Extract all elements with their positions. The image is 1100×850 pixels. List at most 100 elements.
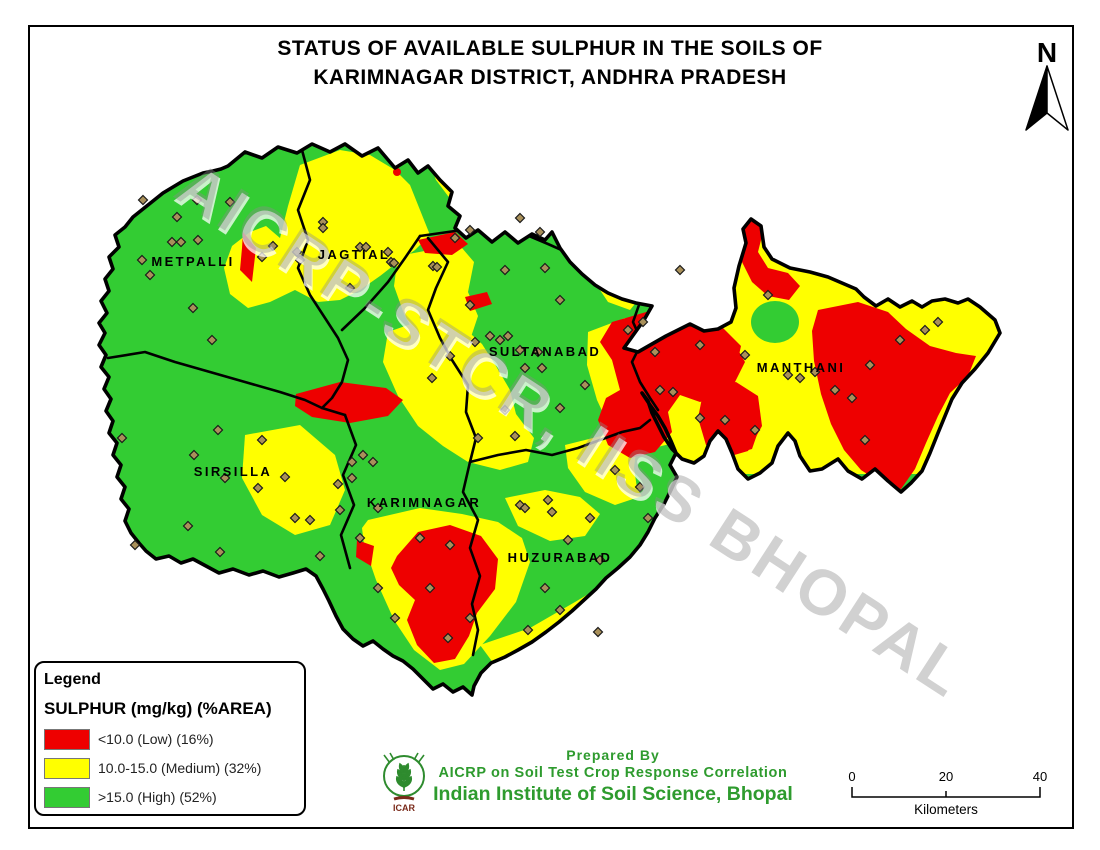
credits-org-line2: Indian Institute of Soil Science, Bhopal <box>433 783 793 805</box>
sample-point-icon <box>206 334 218 346</box>
sample-point-icon <box>534 226 546 238</box>
legend-swatch-low <box>44 728 90 750</box>
sample-point-icon <box>514 344 526 356</box>
sample-point-icon <box>267 240 279 252</box>
sample-point-icon <box>562 534 574 546</box>
sample-point-icon <box>579 379 591 391</box>
sample-point-icon <box>171 211 183 223</box>
sample-point-icon <box>749 424 761 436</box>
sample-point-icon <box>554 294 566 306</box>
sample-point-icon <box>472 432 484 444</box>
region-label-sirsilla: SIRSILLA <box>194 464 272 479</box>
scale-bar: 0 20 40 Kilometers <box>848 769 1047 817</box>
sample-point-icon <box>594 554 606 566</box>
sample-point-icon <box>346 456 358 468</box>
region-label-huzurabad: HUZURABAD <box>508 550 613 565</box>
sample-point-icon <box>894 334 906 346</box>
scale-tick-20: 20 <box>939 769 953 784</box>
mandal-boundary <box>339 413 358 570</box>
legend-label-high: >15.0 (High) (52%) <box>98 789 217 805</box>
sample-point-icon <box>129 539 141 551</box>
mandal-boundary <box>630 300 660 412</box>
legend-item-medium: 10.0-15.0 (Medium) (32%) <box>44 757 304 779</box>
page-border <box>28 25 1074 829</box>
district-outline <box>97 142 1002 697</box>
sample-point-icon <box>449 232 461 244</box>
sample-point-icon <box>219 472 231 484</box>
sample-point-icon <box>539 582 551 594</box>
sample-point-icon <box>494 334 506 346</box>
legend-title: Legend <box>44 671 101 688</box>
mandal-boundary <box>296 148 350 410</box>
sample-point-icon <box>542 494 554 506</box>
mandal-boundary <box>426 236 478 464</box>
sample-point-icon <box>372 582 384 594</box>
legend-item-high: >15.0 (High) (52%) <box>44 786 304 808</box>
sample-point-icon <box>192 234 204 246</box>
sample-point-icon <box>499 264 511 276</box>
sample-point-icon <box>357 449 369 461</box>
sample-point-icon <box>136 254 148 266</box>
region-label-sultanabad: SULTANABAD <box>489 344 601 359</box>
mandal-boundary <box>340 234 422 332</box>
sample-point-icon <box>674 264 686 276</box>
sample-point-icon <box>256 251 268 263</box>
sample-point-icon <box>514 212 526 224</box>
sample-point-icon <box>642 512 654 524</box>
scale-tick-40: 40 <box>1033 769 1047 784</box>
sample-point-icon <box>509 430 521 442</box>
sample-point-icon <box>294 254 306 266</box>
sample-point-icon <box>634 481 646 493</box>
sample-point-icon <box>609 464 621 476</box>
credits-block: Prepared By AICRP on Soil Test Crop Resp… <box>428 747 798 806</box>
sample-point-icon <box>637 316 649 328</box>
icar-logo: ICAR <box>383 752 425 813</box>
sample-point-icon <box>444 539 456 551</box>
sample-point-icon <box>809 366 821 378</box>
region-label-metpalli: METPALLI <box>151 254 234 269</box>
sample-point-icon <box>932 316 944 328</box>
sample-point-icon <box>252 482 264 494</box>
north-arrow-icon: N <box>1025 37 1069 131</box>
sample-point-icon <box>182 520 194 532</box>
sample-point-icon <box>829 384 841 396</box>
sample-point-icon <box>762 289 774 301</box>
sample-point-icon <box>116 432 128 444</box>
legend-subtitle: SULPHUR (mg/kg) (%AREA) <box>44 699 272 718</box>
mandal-boundary <box>468 418 652 464</box>
sample-point-icon <box>554 402 566 414</box>
sample-point-icon <box>354 532 366 544</box>
credits-prepared-by: Prepared By <box>566 747 660 763</box>
map-title-line1: STATUS OF AVAILABLE SULPHUR IN THE SOILS… <box>277 37 823 60</box>
sample-point-icon <box>212 424 224 436</box>
sample-point-icon <box>367 456 379 468</box>
sample-point-icon <box>794 372 806 384</box>
sample-point-icon <box>694 339 706 351</box>
sample-point-icon <box>622 324 634 336</box>
sample-point-icon <box>484 330 496 342</box>
legend-swatch-high <box>44 786 90 808</box>
sample-point-icon <box>464 224 476 236</box>
legend: Legend SULPHUR (mg/kg) (%AREA) <10.0 (Lo… <box>34 661 306 816</box>
mandal-boundary <box>461 460 482 657</box>
sample-point-icon <box>137 194 149 206</box>
sample-point-icon <box>864 359 876 371</box>
sample-point-icon <box>584 512 596 524</box>
sample-point-icon <box>522 624 534 636</box>
sample-point-icon <box>546 506 558 518</box>
sample-point-icon <box>919 324 931 336</box>
sample-point-icon <box>464 612 476 624</box>
sample-point-icon <box>536 362 548 374</box>
map-title-line2: KARIMNAGAR DISTRICT, ANDHRA PRADESH <box>313 66 787 89</box>
sample-point-icon <box>344 282 356 294</box>
sample-point-icon <box>431 261 443 273</box>
svg-text:N: N <box>1037 37 1057 68</box>
sample-point-icon <box>389 612 401 624</box>
sample-point-icon <box>334 504 346 516</box>
legend-item-low: <10.0 (Low) (16%) <box>44 728 304 750</box>
region-label-karimnagar: KARIMNAGAR <box>367 495 481 510</box>
sample-point-icon <box>719 414 731 426</box>
sample-point-icon <box>649 346 661 358</box>
